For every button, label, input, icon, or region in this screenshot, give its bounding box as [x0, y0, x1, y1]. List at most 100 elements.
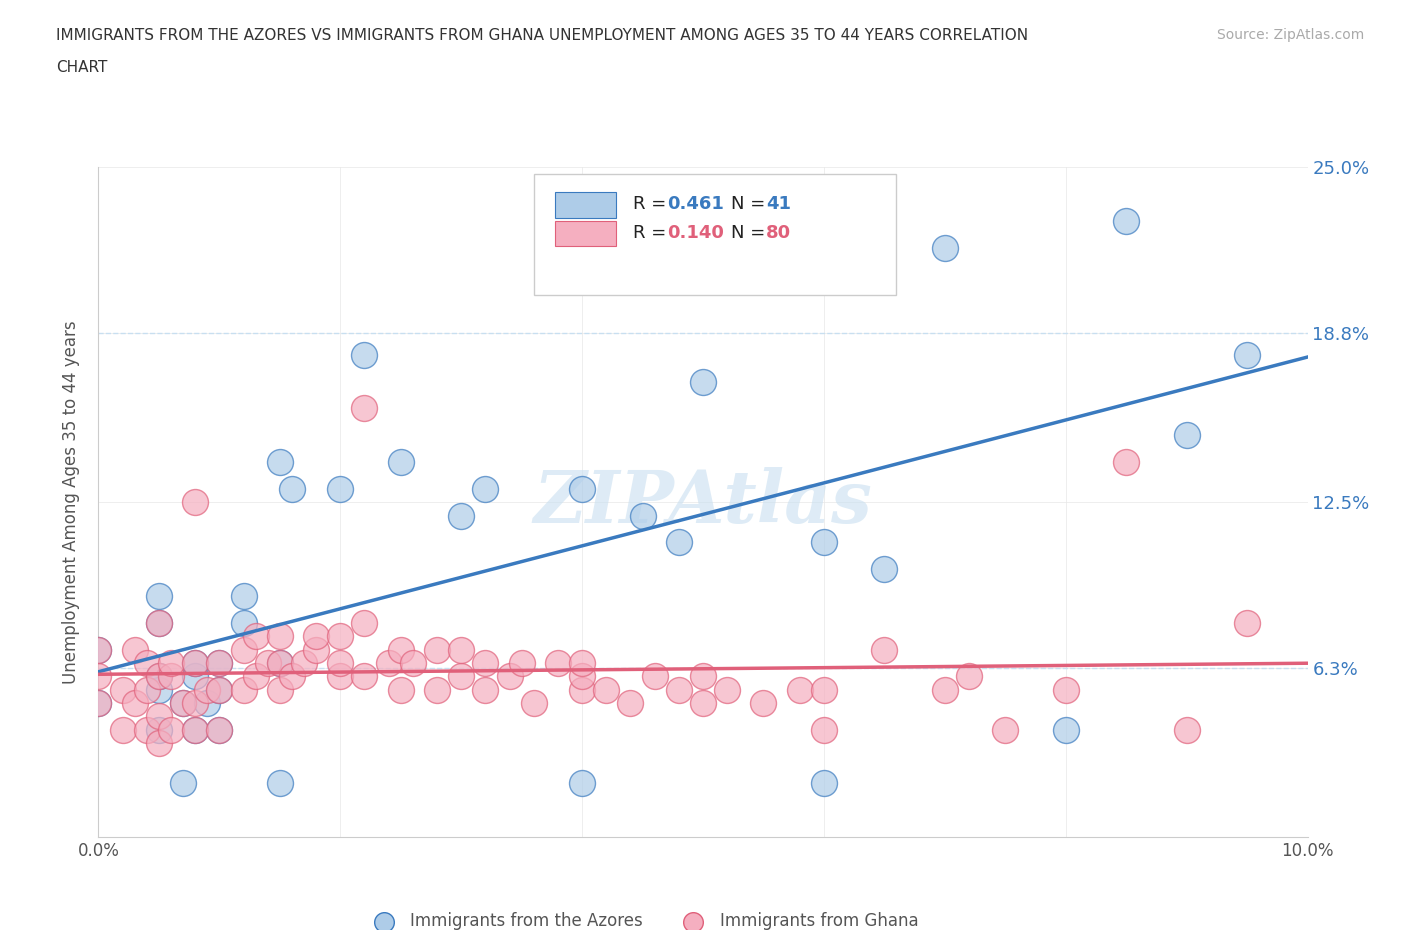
Point — [716, 240, 738, 255]
Point — [184, 495, 207, 510]
Point — [184, 669, 207, 684]
Point — [87, 696, 110, 711]
Point — [184, 656, 207, 671]
Point — [269, 629, 291, 644]
Point — [631, 508, 654, 523]
Point — [873, 562, 896, 577]
Point — [148, 616, 170, 631]
Point — [644, 669, 666, 684]
Point — [184, 696, 207, 711]
Text: N =: N = — [731, 195, 770, 213]
Point — [353, 401, 375, 416]
Point — [184, 723, 207, 737]
Point — [789, 683, 811, 698]
Point — [87, 696, 110, 711]
Point — [135, 683, 157, 698]
Point — [135, 656, 157, 671]
Point — [329, 482, 352, 497]
Point — [547, 656, 569, 671]
Point — [208, 683, 231, 698]
Point — [208, 683, 231, 698]
Point — [87, 642, 110, 657]
Point — [87, 669, 110, 684]
Point — [474, 656, 496, 671]
Point — [87, 642, 110, 657]
Point — [329, 669, 352, 684]
Point — [184, 656, 207, 671]
Point — [305, 629, 328, 644]
Text: ZIPAtlas: ZIPAtlas — [534, 467, 872, 538]
Point — [184, 723, 207, 737]
Point — [1115, 214, 1137, 229]
Point — [148, 709, 170, 724]
Point — [281, 669, 304, 684]
Point — [510, 656, 533, 671]
Point — [269, 455, 291, 470]
Point — [208, 656, 231, 671]
Point — [377, 656, 399, 671]
Point — [1175, 428, 1198, 443]
Point — [160, 669, 183, 684]
Point — [135, 723, 157, 737]
Point — [668, 535, 690, 550]
Point — [571, 482, 593, 497]
Point — [426, 642, 449, 657]
Point — [813, 776, 835, 790]
Legend: Immigrants from the Azores, Immigrants from Ghana: Immigrants from the Azores, Immigrants f… — [360, 906, 925, 930]
Point — [148, 683, 170, 698]
Point — [595, 683, 617, 698]
Point — [692, 669, 714, 684]
Point — [148, 736, 170, 751]
Text: R =: R = — [633, 224, 672, 242]
Point — [329, 629, 352, 644]
Point — [160, 656, 183, 671]
Point — [124, 696, 146, 711]
Point — [450, 669, 472, 684]
Point — [716, 683, 738, 698]
Point — [208, 723, 231, 737]
Point — [269, 656, 291, 671]
Point — [232, 642, 254, 657]
Point — [934, 683, 956, 698]
Point — [172, 696, 194, 711]
Point — [208, 723, 231, 737]
Point — [934, 240, 956, 255]
Point — [148, 723, 170, 737]
Text: 80: 80 — [766, 224, 792, 242]
Point — [124, 642, 146, 657]
Point — [353, 616, 375, 631]
Point — [957, 669, 980, 684]
Point — [389, 455, 412, 470]
Text: R =: R = — [633, 195, 672, 213]
Point — [148, 669, 170, 684]
Point — [813, 723, 835, 737]
Text: CHART: CHART — [56, 60, 108, 75]
Point — [450, 508, 472, 523]
Point — [474, 683, 496, 698]
Point — [474, 482, 496, 497]
Point — [281, 482, 304, 497]
Point — [148, 616, 170, 631]
FancyBboxPatch shape — [555, 221, 616, 246]
Point — [256, 656, 278, 671]
Point — [450, 642, 472, 657]
Point — [172, 696, 194, 711]
Point — [1054, 683, 1077, 698]
Point — [160, 723, 183, 737]
Point — [571, 683, 593, 698]
Point — [232, 683, 254, 698]
Point — [148, 589, 170, 604]
FancyBboxPatch shape — [534, 174, 897, 295]
Point — [195, 683, 218, 698]
Point — [292, 656, 315, 671]
Point — [619, 696, 641, 711]
Point — [245, 629, 267, 644]
Point — [994, 723, 1017, 737]
Text: 0.140: 0.140 — [666, 224, 724, 242]
Point — [813, 535, 835, 550]
Text: 0.461: 0.461 — [666, 195, 724, 213]
Point — [1054, 723, 1077, 737]
FancyBboxPatch shape — [555, 193, 616, 218]
Point — [195, 696, 218, 711]
Point — [305, 642, 328, 657]
